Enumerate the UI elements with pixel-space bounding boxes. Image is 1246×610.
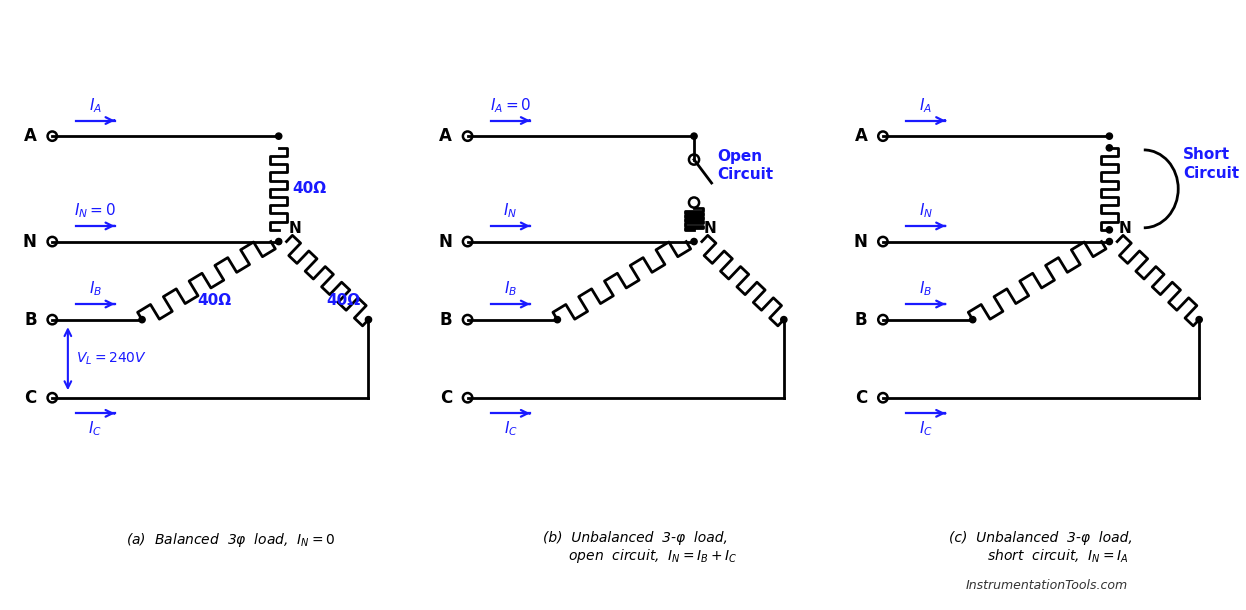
- Text: InstrumentationTools.com: InstrumentationTools.com: [966, 579, 1128, 592]
- Circle shape: [690, 133, 698, 139]
- Text: A: A: [439, 127, 452, 145]
- Text: (a)  Balanced  3φ  load,  $I_N =0$: (a) Balanced 3φ load, $I_N =0$: [126, 531, 335, 549]
- Text: 40Ω: 40Ω: [293, 181, 326, 196]
- Circle shape: [969, 317, 976, 323]
- Circle shape: [781, 317, 787, 323]
- Text: $I_C$: $I_C$: [88, 419, 102, 438]
- Text: C: C: [25, 389, 36, 407]
- Circle shape: [1196, 317, 1202, 323]
- Text: 40Ω: 40Ω: [326, 293, 360, 307]
- Text: B: B: [24, 310, 36, 329]
- Text: $I_B$: $I_B$: [920, 279, 932, 298]
- Text: N: N: [704, 221, 716, 235]
- Text: $I_A = 0$: $I_A = 0$: [490, 96, 531, 115]
- Text: N: N: [1119, 221, 1131, 235]
- Text: 40Ω: 40Ω: [197, 293, 232, 307]
- Text: Open
Circuit: Open Circuit: [718, 149, 774, 182]
- Text: $I_A$: $I_A$: [88, 96, 102, 115]
- Text: $I_B$: $I_B$: [503, 279, 517, 298]
- Text: $I_B$: $I_B$: [88, 279, 102, 298]
- Text: $I_A$: $I_A$: [920, 96, 932, 115]
- Text: $I_N = 0$: $I_N = 0$: [74, 201, 116, 220]
- Text: $I_C$: $I_C$: [503, 419, 517, 438]
- Circle shape: [365, 317, 371, 323]
- Circle shape: [275, 133, 282, 139]
- Text: $V_L = 240V$: $V_L = 240V$: [76, 351, 147, 367]
- Circle shape: [1106, 227, 1113, 233]
- Text: N: N: [22, 232, 36, 251]
- Text: A: A: [24, 127, 36, 145]
- Text: $I_C$: $I_C$: [918, 419, 933, 438]
- Circle shape: [554, 317, 561, 323]
- Text: (c)  Unbalanced  3-φ  load,
        short  circuit,  $I_N =I_A$: (c) Unbalanced 3-φ load, short circuit, …: [948, 531, 1133, 565]
- Circle shape: [138, 317, 146, 323]
- Text: B: B: [855, 310, 867, 329]
- Text: B: B: [440, 310, 452, 329]
- Circle shape: [690, 239, 698, 245]
- Circle shape: [1106, 133, 1113, 139]
- Text: $I_N$: $I_N$: [918, 201, 933, 220]
- Text: A: A: [855, 127, 867, 145]
- Text: N: N: [289, 221, 302, 235]
- Text: C: C: [855, 389, 867, 407]
- Text: Short
Circuit: Short Circuit: [1184, 148, 1240, 181]
- Text: N: N: [854, 232, 867, 251]
- Text: $I_N$: $I_N$: [503, 201, 517, 220]
- Circle shape: [275, 239, 282, 245]
- Text: C: C: [440, 389, 452, 407]
- Text: N: N: [439, 232, 452, 251]
- Text: (b)  Unbalanced  3-φ  load,
        open  circuit,  $I_N =I_B +I_C$: (b) Unbalanced 3-φ load, open circuit, $…: [533, 531, 738, 565]
- Circle shape: [1106, 145, 1113, 151]
- Circle shape: [1106, 239, 1113, 245]
